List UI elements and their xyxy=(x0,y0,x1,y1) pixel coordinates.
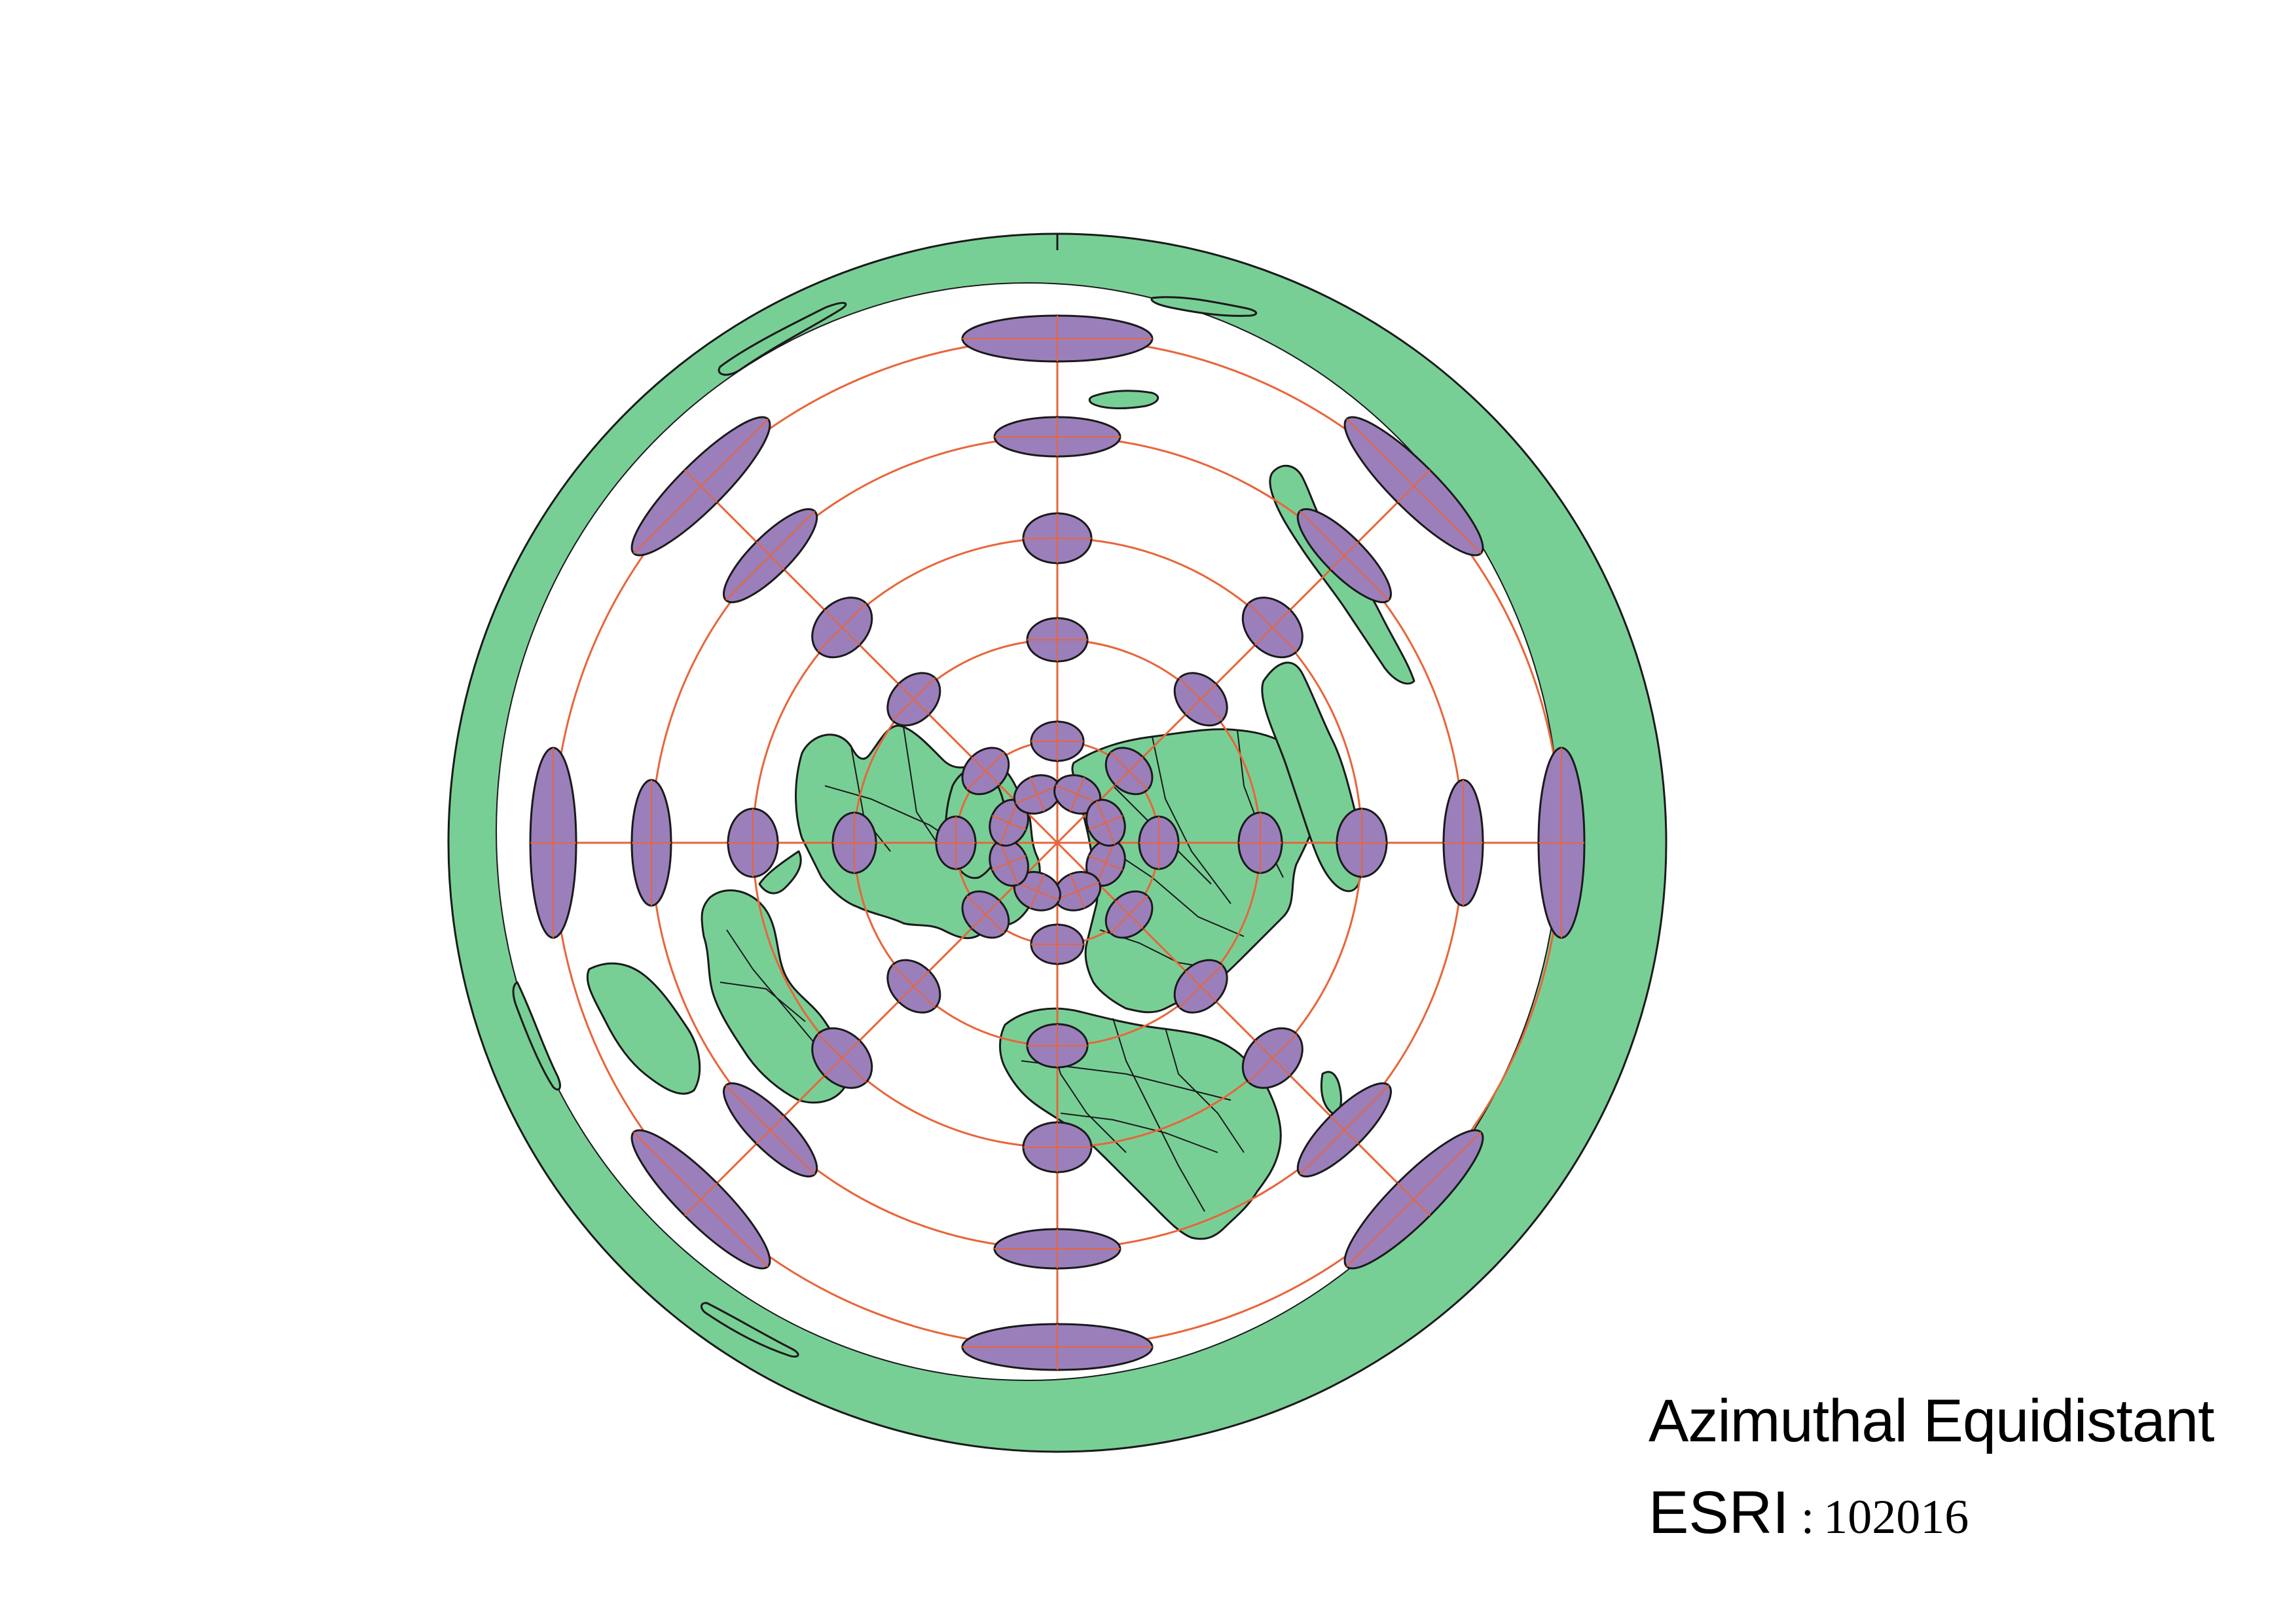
tissot-indicatrix xyxy=(989,839,1029,887)
tissot-cross-line xyxy=(898,970,930,1003)
tissot-indicatrix xyxy=(1296,1082,1393,1178)
tissot-indicatrix xyxy=(630,1129,771,1270)
tissot-cross-line xyxy=(684,1183,718,1216)
tissot-indicatrix xyxy=(1013,871,1061,912)
tissot-indicatrix xyxy=(1030,720,1085,762)
tissot-cross-line xyxy=(684,470,718,503)
code-separator: : xyxy=(1800,1490,1815,1544)
tissot-indicatrix xyxy=(1296,507,1393,604)
tissot-indicatrix xyxy=(1030,923,1085,965)
tissot-cross-line xyxy=(991,815,1027,831)
tissot-cross-line xyxy=(1069,874,1085,909)
land-patagonia xyxy=(586,962,701,1095)
land-rim-lower-left xyxy=(701,1302,799,1358)
land-rim-left xyxy=(512,981,561,1091)
tissot-cross-line xyxy=(1029,777,1046,812)
tissot-indicatrix xyxy=(886,672,941,727)
tissot-indicatrix xyxy=(961,747,1010,796)
tissot-indicatrix xyxy=(1138,815,1180,870)
tissot-indicatrix xyxy=(727,807,779,878)
tissot-indicatrix xyxy=(1026,1023,1089,1069)
tissot-cross-line xyxy=(1254,609,1291,646)
projection-title: Azimuthal Equidistant xyxy=(1649,1388,2215,1454)
land-alaska-piece xyxy=(1088,390,1159,410)
tissot-cross-line xyxy=(971,900,1000,929)
tissot-cross-line xyxy=(898,683,930,715)
tissot-cross-line xyxy=(1330,1115,1359,1145)
tissot-indicatrix xyxy=(1053,871,1102,912)
tissot-indicatrix xyxy=(1343,416,1484,557)
tissot-indicatrix xyxy=(1104,890,1154,939)
tissot-cross-line xyxy=(824,1040,860,1077)
tissot-indicatrix xyxy=(961,890,1010,939)
tissot-indicatrix xyxy=(1173,959,1228,1014)
authority-label: ESRI xyxy=(1649,1479,1789,1546)
tissot-indicatrix xyxy=(1026,617,1089,663)
tissot-indicatrix xyxy=(1053,774,1102,815)
tissot-indicatrix xyxy=(961,314,1154,363)
tissot-indicatrix xyxy=(722,507,818,604)
tissot-indicatrix xyxy=(722,1082,818,1178)
tissot-indicatrix xyxy=(993,1228,1121,1270)
tissot-indicatrix xyxy=(993,416,1121,458)
tissot-indicatrix xyxy=(811,597,873,659)
border-lines-africa xyxy=(1021,1018,1245,1212)
tissot-cross-line xyxy=(1397,1183,1430,1216)
tissot-cross-line xyxy=(1029,874,1046,909)
tissot-cross-line xyxy=(1088,815,1123,831)
tissot-indicatrix xyxy=(935,815,977,870)
projection-code-line: ESRI:102016 xyxy=(1649,1479,1969,1547)
tissot-cross-line xyxy=(824,609,860,646)
tissot-cross-line xyxy=(1254,1040,1291,1077)
tissot-cross-line xyxy=(756,541,785,570)
tissot-indicatrix xyxy=(1336,807,1388,878)
tissot-indicatrix xyxy=(529,747,577,939)
tissot-indicatrix xyxy=(1343,1129,1484,1270)
tissot-layer xyxy=(529,314,1586,1371)
tissot-cross-line xyxy=(756,1115,785,1145)
tissot-indicatrix xyxy=(886,959,941,1014)
tissot-cross-line xyxy=(991,855,1027,871)
tissot-indicatrix xyxy=(630,779,672,907)
land-arctic-rim-top xyxy=(1150,296,1258,317)
tissot-indicatrix xyxy=(1085,798,1126,847)
tissot-cross-line xyxy=(1114,900,1144,929)
tissot-indicatrix xyxy=(1013,774,1061,815)
tissot-indicatrix xyxy=(1537,747,1586,939)
tissot-cross-line xyxy=(1088,855,1123,871)
land-rim-upper-left xyxy=(718,302,847,376)
tissot-indicatrix xyxy=(1022,1121,1093,1173)
tissot-cross-line xyxy=(1397,470,1430,503)
tissot-indicatrix xyxy=(1241,597,1303,659)
tissot-cross-line xyxy=(1185,683,1217,715)
border-lines-sa xyxy=(720,929,819,1048)
tissot-indicatrix xyxy=(1022,512,1093,564)
tissot-cross-line xyxy=(1114,756,1144,786)
tissot-indicatrix xyxy=(1237,811,1283,874)
tissot-indicatrix xyxy=(630,416,771,557)
tissot-indicatrix xyxy=(1241,1027,1303,1089)
tissot-cross-line xyxy=(1069,777,1085,812)
tissot-indicatrix xyxy=(811,1027,873,1089)
tissot-cross-line xyxy=(1185,970,1217,1003)
tissot-indicatrix xyxy=(1442,779,1484,907)
tissot-cross-line xyxy=(971,756,1000,786)
tissot-indicatrix xyxy=(831,811,877,874)
projection-code: 102016 xyxy=(1823,1490,1969,1544)
land-central-america xyxy=(758,850,802,895)
tissot-indicatrix xyxy=(1173,672,1228,727)
tissot-cross-line xyxy=(1330,541,1359,570)
tissot-indicatrix xyxy=(961,1323,1154,1371)
